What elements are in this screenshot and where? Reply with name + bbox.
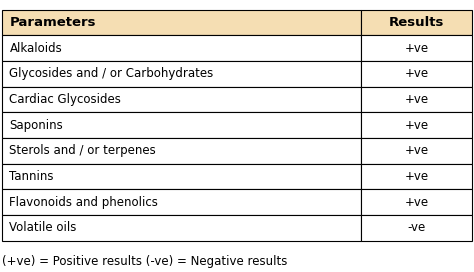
Text: +ve: +ve <box>404 42 428 55</box>
Bar <box>361 61 472 86</box>
Bar <box>2 189 361 215</box>
Text: +ve: +ve <box>404 119 428 132</box>
Text: Results: Results <box>389 16 444 29</box>
Text: Glycosides and / or Carbohydrates: Glycosides and / or Carbohydrates <box>9 67 214 80</box>
Bar <box>2 112 361 138</box>
Text: Sterols and / or terpenes: Sterols and / or terpenes <box>9 144 156 157</box>
Bar <box>361 10 472 35</box>
Bar <box>2 35 361 61</box>
Bar <box>2 61 361 86</box>
Bar <box>2 164 361 189</box>
Text: +ve: +ve <box>404 93 428 106</box>
Text: Flavonoids and phenolics: Flavonoids and phenolics <box>9 196 158 209</box>
Text: +ve: +ve <box>404 67 428 80</box>
Text: Saponins: Saponins <box>9 119 63 132</box>
Bar <box>2 10 361 35</box>
Bar <box>361 86 472 112</box>
Text: Cardiac Glycosides: Cardiac Glycosides <box>9 93 121 106</box>
Bar <box>361 35 472 61</box>
Bar <box>2 215 361 241</box>
Bar <box>361 189 472 215</box>
Bar <box>361 138 472 164</box>
Text: Alkaloids: Alkaloids <box>9 42 62 55</box>
Bar <box>361 112 472 138</box>
Text: (+ve) = Positive results (-ve) = Negative results: (+ve) = Positive results (-ve) = Negativ… <box>2 255 288 268</box>
Bar <box>2 138 361 164</box>
Bar <box>2 86 361 112</box>
Text: +ve: +ve <box>404 170 428 183</box>
Text: Parameters: Parameters <box>9 16 96 29</box>
Text: Tannins: Tannins <box>9 170 54 183</box>
Text: -ve: -ve <box>407 221 426 234</box>
Text: +ve: +ve <box>404 196 428 209</box>
Bar <box>361 164 472 189</box>
Text: Volatile oils: Volatile oils <box>9 221 77 234</box>
Bar <box>361 215 472 241</box>
Text: +ve: +ve <box>404 144 428 157</box>
